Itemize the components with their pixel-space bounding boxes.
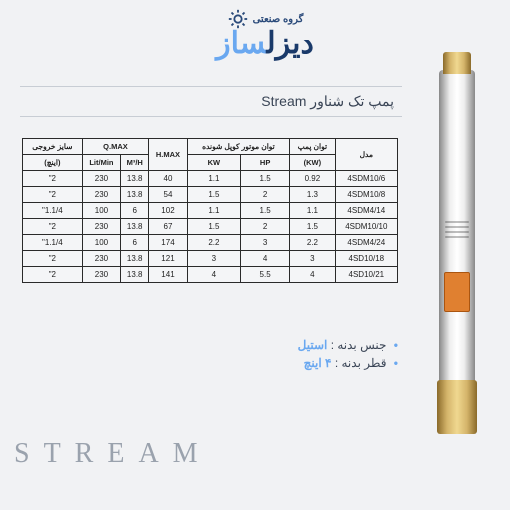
unit-m3h: M³/H <box>121 155 149 171</box>
brand-logo: STREAM <box>14 438 212 470</box>
bullet-icon: • <box>394 338 398 352</box>
col-power: توان پمپ <box>290 139 335 155</box>
col-model: مدل <box>335 139 397 171</box>
col-qmax: Q.MAX <box>82 139 149 155</box>
table-row: 4SDM4/242.232.217461001.1/4" <box>23 235 398 251</box>
spec-label: جنس بدنه : <box>331 338 387 352</box>
unit-litmin: Lit/Min <box>82 155 121 171</box>
table-row: 4SD10/1834312113.82302" <box>23 251 398 267</box>
table-row: 4SDM10/101.521.56713.82302" <box>23 219 398 235</box>
unit-kw: (KW) <box>290 155 335 171</box>
bullet-icon: • <box>394 356 398 370</box>
table-row: 4SDM10/81.321.55413.82302" <box>23 187 398 203</box>
spec-label: قطر بدنه : <box>335 356 387 370</box>
table-row: 4SDM4/141.11.51.110261001.1/4" <box>23 203 398 219</box>
pump-image <box>412 60 502 440</box>
col-motor: توان موتور کوپل شونده <box>187 139 289 155</box>
table-header-row: مدل توان پمپ توان موتور کوپل شونده H.MAX… <box>23 139 398 155</box>
gear-icon <box>227 8 249 30</box>
logo-accent: ساز <box>216 27 266 60</box>
col-outlet: سایز خروجی <box>23 139 83 155</box>
product-specs: • جنس بدنه : استیل • قطر بدنه : ۴ اینچ <box>298 338 398 374</box>
product-title: پمپ تک شناور Stream <box>20 86 402 117</box>
company-logo: دیزلساز <box>120 26 410 61</box>
unit-inch: (اینچ) <box>23 155 83 171</box>
spec-line: • قطر بدنه : ۴ اینچ <box>298 356 398 370</box>
col-hmax: H.MAX <box>149 139 188 171</box>
company-header: گروه صنعتی دیزلساز <box>120 8 410 61</box>
spec-value: ۴ اینچ <box>304 356 332 370</box>
unit-hp: HP <box>241 155 290 171</box>
company-subtitle: گروه صنعتی <box>253 14 304 25</box>
logo-main: دیزل <box>266 27 313 60</box>
specs-table: مدل توان پمپ توان موتور کوپل شونده H.MAX… <box>22 138 398 283</box>
table-row: 4SD10/2145.5414113.82302" <box>23 267 398 283</box>
unit-kw2: KW <box>187 155 240 171</box>
table-row: 4SDM10/60.921.51.14013.82302" <box>23 171 398 187</box>
spec-line: • جنس بدنه : استیل <box>298 338 398 352</box>
spec-value: استیل <box>298 338 328 352</box>
